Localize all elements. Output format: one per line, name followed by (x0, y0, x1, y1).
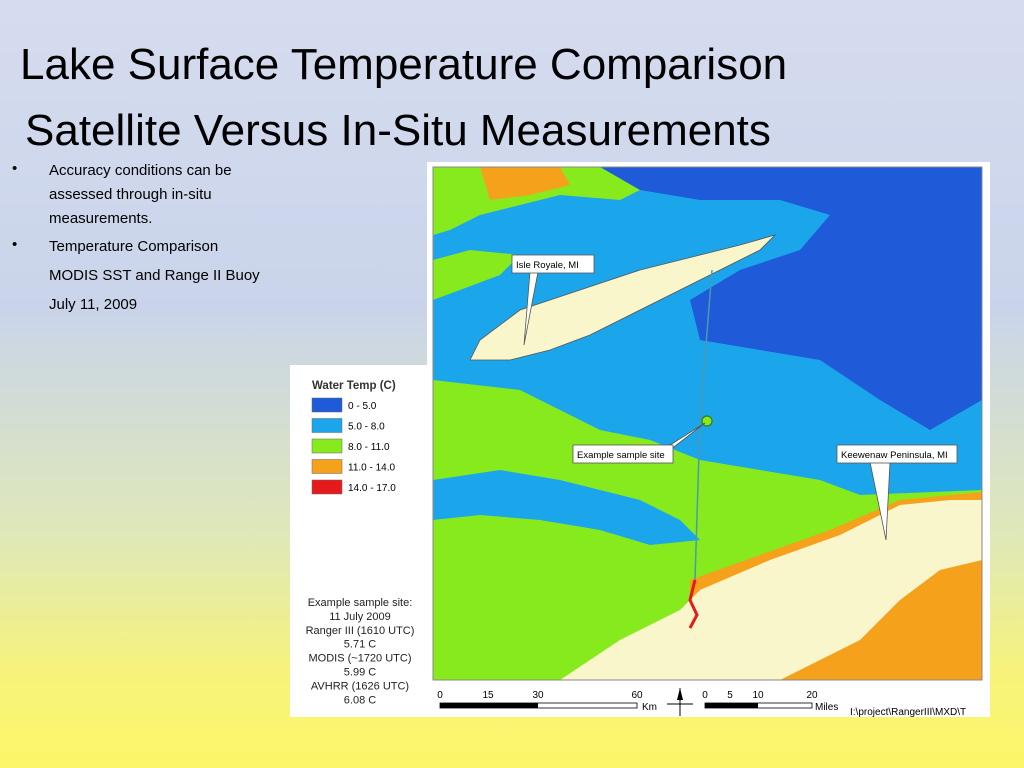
water-zone (820, 585, 982, 680)
callout-box (511, 254, 595, 274)
legend-swatch (311, 459, 343, 474)
note: July 11, 2009 (49, 296, 138, 313)
water-zone (433, 470, 700, 545)
scale-unit: Km (642, 702, 657, 713)
legend-label: 11.0 - 14.0 (348, 463, 396, 474)
sample-info-line: Example sample site: (308, 597, 413, 609)
map-frame (432, 166, 983, 681)
scale-unit: Miles (815, 702, 838, 713)
water-zone (600, 167, 982, 430)
legend-label: 0 - 5.0 (348, 401, 377, 412)
callout-box (836, 444, 958, 464)
bullet-dot: • (12, 236, 18, 253)
callouts (511, 254, 958, 541)
legend-swatch (311, 418, 343, 433)
legend-label: 14.0 - 17.0 (348, 483, 396, 494)
sample-info: Example sample site: 11 July 2009 Ranger I… (306, 597, 415, 706)
scale-mi-label: 20 (806, 690, 818, 701)
bullet: measurements. (49, 210, 153, 227)
land (560, 500, 982, 680)
north-arrow-head (677, 688, 683, 700)
bullet: Temperature Comparison (49, 238, 219, 255)
callout-box (572, 444, 674, 464)
legend-title: Water Temp (C) (312, 380, 396, 392)
sample-info-line: MODIS (~1720 UTC) (309, 653, 412, 665)
bullet: assessed through in-situ (49, 186, 212, 203)
scale-bar-km-fill (440, 703, 538, 708)
scale-bar-mi-fill (705, 703, 758, 708)
map: Isle Royale, MI Example sample site Keew… (432, 166, 983, 681)
sample-info-line: 11 July 2009 (329, 611, 391, 623)
sample-info-line: Ranger III (1610 UTC) (306, 625, 415, 637)
bullet: Accuracy conditions can be (49, 162, 232, 179)
island (469, 234, 777, 361)
scale-mi-label: 5 (727, 690, 733, 701)
legend-swatch (311, 479, 343, 495)
sample-info-line: AVHRR (1626 UTC) (311, 680, 409, 692)
water-zone (433, 167, 640, 235)
sample-info-line: 6.08 C (344, 694, 376, 706)
legend-label: 8.0 - 11.0 (348, 442, 390, 453)
scale-mi-label: 0 (702, 690, 708, 701)
buoy-track (688, 579, 699, 629)
title: Satellite Versus In-Situ Measurements (25, 106, 771, 155)
legend-swatch (311, 438, 343, 454)
scale-km-label: 60 (631, 690, 643, 701)
map-label: Keewenaw Peninsula, MI (841, 450, 948, 461)
map-label: Example sample site (577, 450, 665, 461)
water-zone (480, 167, 570, 200)
bullet-dot: • (12, 160, 18, 177)
scale-km-label: 30 (532, 690, 544, 701)
title: Lake Surface Temperature Comparison (20, 40, 788, 89)
legend-label: 5.0 - 8.0 (348, 422, 385, 433)
water-zone (433, 250, 520, 300)
sample-info-line: 5.71 C (344, 639, 376, 651)
note: MODIS SST and Range II Buoy (49, 267, 260, 284)
sample-info-line: 5.99 C (344, 667, 376, 679)
scale-km-label: 15 (482, 690, 494, 701)
file-path: I:\project\RangerIII\MXD\T (850, 707, 966, 718)
scale-mi-label: 10 (752, 690, 764, 701)
map-label: Isle Royale, MI (516, 260, 579, 271)
legend-swatch (311, 397, 343, 413)
scale-km-label: 0 (437, 690, 443, 701)
legend: 0 - 5.0 5.0 - 8.0 8.0 - 11.0 11.0 - 14.0 14.… (311, 397, 396, 495)
